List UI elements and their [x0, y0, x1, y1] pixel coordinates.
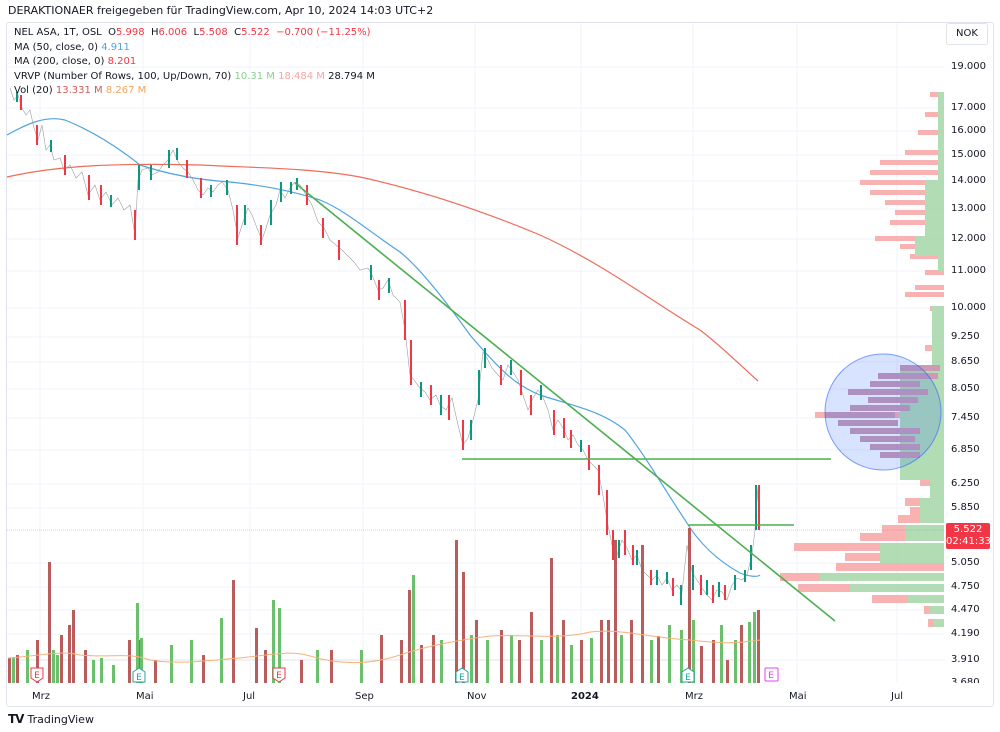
close-value: 5.522 [241, 27, 270, 38]
earnings-marker-upcoming[interactable]: E [764, 667, 779, 682]
time-tick: Mai [789, 691, 807, 702]
high-label: H [150, 27, 159, 38]
legend-ma50-row[interactable]: MA (50, close, 0) 4.911 [14, 41, 375, 56]
tradingview-logo[interactable]: TV TradingView [8, 712, 94, 726]
price-tick: 15.000 [951, 149, 986, 160]
current-price: 5.522 [953, 524, 983, 535]
high-value: 6.006 [158, 27, 188, 38]
chart-frame [6, 22, 994, 707]
earnings-marker-past-up[interactable]: E [132, 667, 146, 683]
ma50-value: 4.911 [101, 41, 130, 53]
change-value: −0.700 (−11.25%) [276, 27, 371, 38]
price-tick: 13.000 [951, 203, 986, 214]
time-tick: Mrz [685, 691, 703, 702]
vrvp-up-value: 10.31 M [234, 70, 275, 82]
volume-profile [780, 92, 944, 627]
low-label: L [193, 27, 200, 38]
descending-trendline[interactable] [294, 182, 836, 622]
legend-ma200-row[interactable]: MA (200, close, 0) 8.201 [14, 55, 375, 70]
time-tick: Mai [136, 691, 154, 702]
candles [9, 87, 761, 605]
ma50-line [6, 118, 761, 577]
price-tick: 4.750 [951, 581, 980, 592]
time-tick: Mrz [32, 691, 50, 702]
ma50-label: MA (50, close, 0) [14, 41, 99, 53]
ma200-label: MA (200, close, 0) [14, 56, 105, 67]
volume-label: Vol (20) [14, 85, 53, 96]
price-tick: 3.910 [951, 654, 980, 665]
price-tick: 17.000 [951, 102, 986, 113]
price-tick: 16.000 [951, 125, 986, 136]
price-tick: 4.190 [951, 628, 980, 639]
price-tick: 14.000 [951, 175, 986, 186]
svg-text:E: E [136, 673, 142, 683]
time-tick: Jul [891, 691, 904, 702]
time-tick: Nov [467, 691, 487, 702]
legend-ohlc-row[interactable]: NEL ASA, 1T, OSL O5.998 H6.006 L5.508 C5… [14, 26, 375, 41]
currency-button[interactable]: NOK [946, 23, 988, 45]
price-tick: 4.470 [951, 604, 980, 615]
vrvp-label: VRVP (Number Of Rows, 100, Up/Down, 70) [14, 70, 232, 82]
ma200-value: 8.201 [107, 56, 137, 67]
svg-text:E: E [685, 673, 691, 683]
earnings-marker-past-down[interactable]: E [30, 667, 44, 683]
chart-legend: NEL ASA, 1T, OSL O5.998 H6.006 L5.508 C5… [14, 26, 375, 99]
legend-volume-row[interactable]: Vol (20) 13.331 M 8.267 M [14, 84, 375, 99]
volume-ma-value: 8.267 M [105, 85, 147, 96]
price-tick: 8.650 [951, 356, 980, 367]
highlight-circle[interactable] [824, 353, 942, 471]
price-tick: 6.250 [951, 478, 980, 489]
vrvp-down-value: 18.484 M [278, 70, 325, 82]
current-price-tag: 5.522 02:41:33 [946, 523, 991, 549]
svg-text:E: E [768, 671, 774, 681]
legend-vrvp-row[interactable]: VRVP (Number Of Rows, 100, Up/Down, 70) … [14, 70, 375, 85]
ma200-line [6, 163, 759, 382]
earnings-marker-past-up[interactable]: E [455, 667, 469, 683]
open-label: O [108, 27, 116, 38]
price-tick: 3.680 [951, 677, 980, 683]
price-tick: 12.000 [951, 233, 986, 244]
low-value: 5.508 [199, 27, 228, 38]
close-label: C [234, 27, 242, 38]
price-tick: 5.850 [951, 502, 980, 513]
time-tick-year: 2024 [571, 691, 599, 702]
price-tick: 10.000 [951, 302, 986, 313]
price-tick: 6.850 [951, 444, 980, 455]
symbol-name: NEL ASA, 1T, OSL [14, 27, 102, 38]
tradingview-logo-icon: TV [8, 712, 25, 726]
earnings-marker-past-up[interactable]: E [681, 667, 695, 683]
volume-bars [7, 528, 761, 683]
vrvp-total-value: 28.794 M [328, 70, 375, 82]
time-tick: Sep [355, 691, 374, 702]
earnings-marker-past-down[interactable]: E [272, 667, 286, 683]
price-tick: 7.450 [951, 412, 980, 423]
shared-by-header: DERAKTIONAER freigegeben für TradingView… [8, 4, 434, 17]
svg-text:E: E [276, 671, 282, 681]
tradingview-brand-text: TradingView [27, 712, 94, 726]
open-value: 5.998 [115, 27, 145, 38]
earnings-markers[interactable]: E E E E E E [30, 667, 779, 683]
grid [7, 23, 945, 683]
price-tick: 5.050 [951, 557, 980, 568]
svg-text:E: E [459, 673, 465, 683]
svg-text:E: E [34, 671, 40, 681]
price-tick: 19.000 [951, 61, 986, 72]
price-tick: 11.000 [951, 265, 986, 276]
trendlines[interactable] [294, 182, 836, 622]
price-tick: 8.050 [951, 383, 980, 394]
time-tick: Jul [243, 691, 256, 702]
price-tick: 9.250 [951, 331, 980, 342]
volume-value: 13.331 M [55, 85, 103, 96]
bar-countdown: 02:41:33 [946, 536, 991, 547]
volume-ma-line [7, 630, 761, 664]
